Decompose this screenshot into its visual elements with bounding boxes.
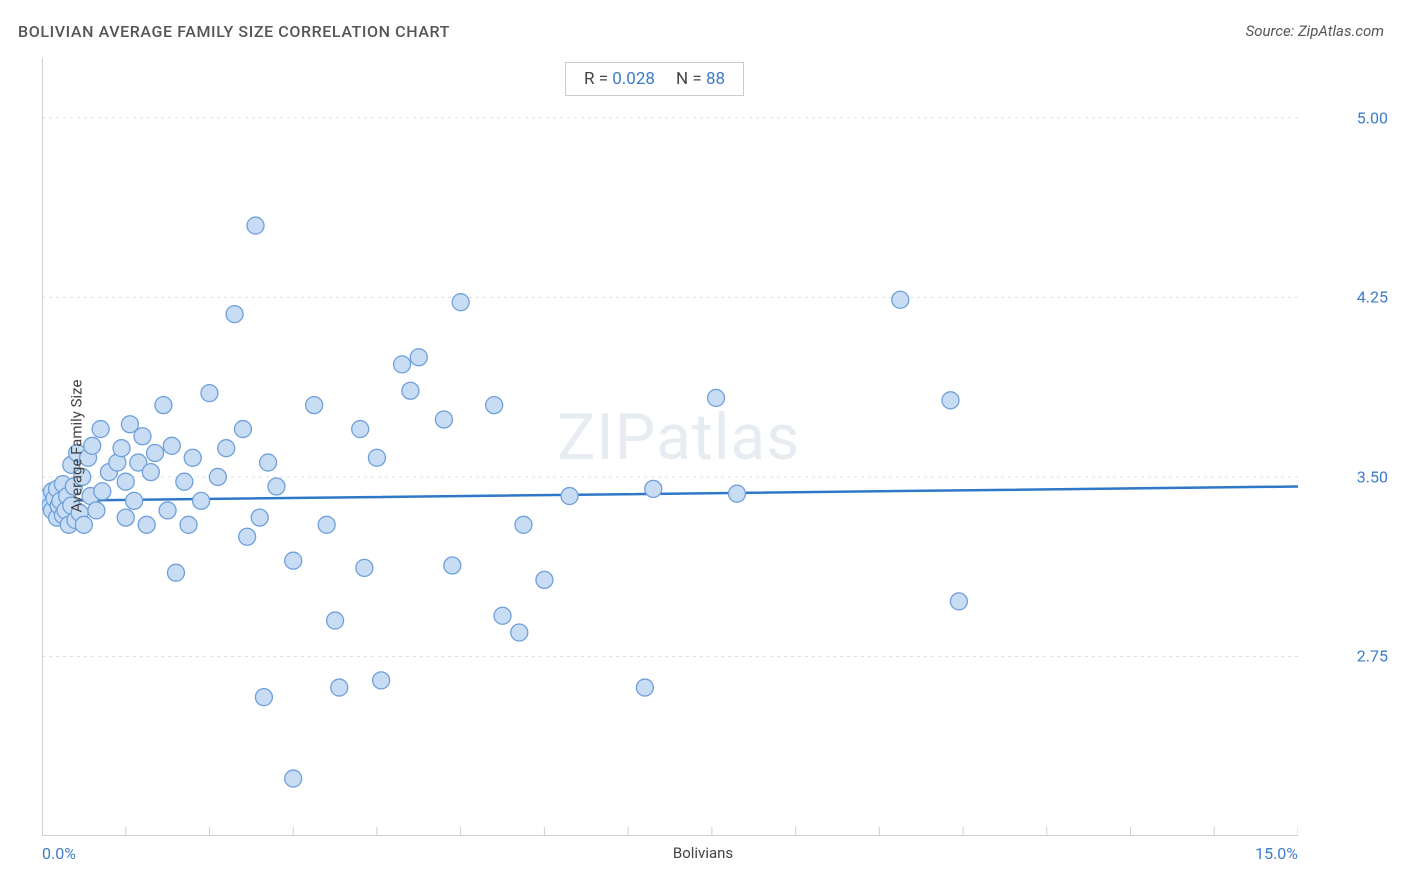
source-label: Source: ZipAtlas.com <box>1246 22 1384 40</box>
y-tick-label: 2.75 <box>1357 647 1388 666</box>
r-label: R = <box>584 69 612 89</box>
x-tick-label: 15.0% <box>1255 844 1298 863</box>
source-name: ZipAtlas.com <box>1298 22 1384 40</box>
scatter-plot <box>42 58 1298 836</box>
source-prefix: Source: <box>1246 22 1298 40</box>
n-label: N = <box>676 69 706 89</box>
y-tick-label: 4.25 <box>1357 288 1388 307</box>
y-axis-label: Average Family Size <box>67 380 85 513</box>
stats-legend: R = 0.028 N = 88 <box>565 62 744 96</box>
n-value: 88 <box>706 69 725 89</box>
x-axis-label: Bolivians <box>673 844 733 862</box>
x-tick-label: 0.0% <box>42 844 76 863</box>
y-tick-label: 5.00 <box>1357 108 1388 127</box>
chart-title: BOLIVIAN AVERAGE FAMILY SIZE CORRELATION… <box>18 22 450 41</box>
r-value: 0.028 <box>612 69 655 89</box>
y-tick-label: 3.50 <box>1357 467 1388 486</box>
